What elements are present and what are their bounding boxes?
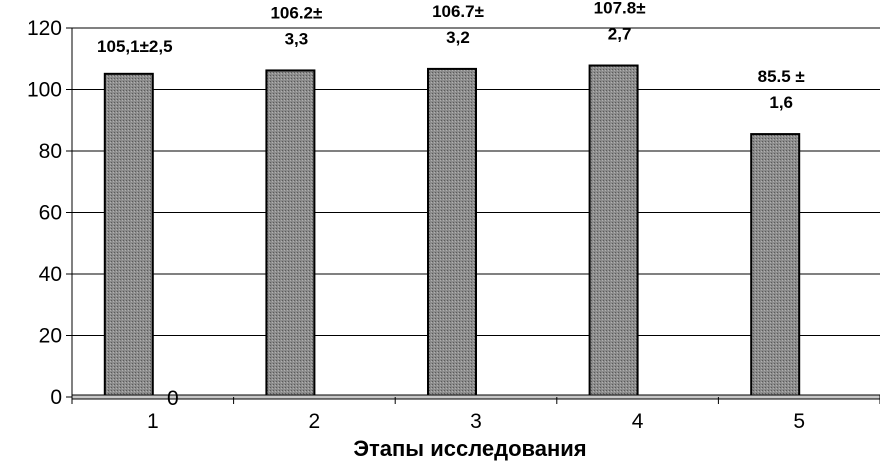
x-tick-label: 2 [309,410,321,433]
data-label-zero: 0 [167,387,179,410]
data-label: 106.7± [432,2,484,21]
y-tick-label: 80 [39,140,62,163]
data-label: 2,7 [608,25,632,44]
y-tick-label: 40 [39,263,62,286]
data-labels: 105,1±2,5 106.2± 3,3 106.7± 3,2 107.8± 2,7 85.5… [97,0,805,410]
data-label: 1,6 [769,93,793,112]
bars [103,64,848,399]
data-label: 106.2± [270,3,322,22]
axes: 0 20 40 60 80 100 120 1 2 3 4 5 [27,17,880,433]
y-tick-label: 60 [39,202,62,225]
x-tick-label: 3 [470,410,482,433]
data-label: 3,2 [446,28,470,47]
x-tick-label: 1 [147,410,159,433]
y-tick-label: 120 [27,17,62,40]
bar [750,133,801,398]
y-tick-label: 20 [39,325,62,348]
bar [265,69,316,398]
bar [427,67,477,399]
y-tick-label: 0 [50,386,62,409]
data-label: 107.8± [594,0,646,18]
x-tick-label: 5 [793,410,805,433]
x-axis-line [71,394,880,400]
y-tick-label: 100 [27,79,62,102]
data-label: 105,1±2,5 [97,37,173,56]
bar [103,72,154,398]
x-axis-title: Этапы исследования [353,436,586,461]
bar [588,64,639,398]
data-label: 3,3 [285,29,309,48]
x-tick-label: 4 [632,410,644,433]
data-label: 85.5 ± [758,67,805,86]
